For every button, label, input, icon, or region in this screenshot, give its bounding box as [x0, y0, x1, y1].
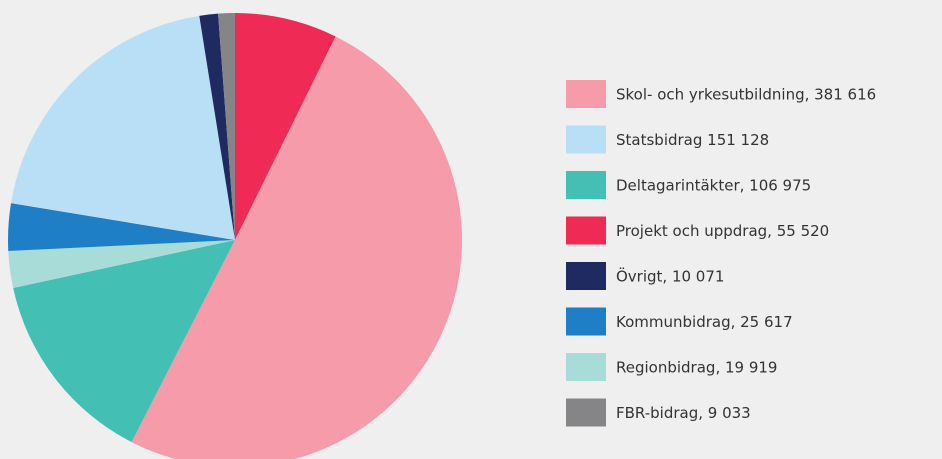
pie-slice: [7, 203, 235, 252]
legend-swatch: [566, 216, 606, 245]
pie-slice: [199, 13, 235, 241]
pie-slice: [13, 240, 235, 443]
pie-slice: [8, 240, 236, 289]
legend-swatch: [566, 353, 606, 381]
legend-label: FBR-bidrag, 9 033: [616, 404, 751, 422]
pie-slice: [218, 13, 235, 240]
legend-label: Övrigt, 10 071: [616, 267, 724, 286]
legend-label: Kommunbidrag, 25 617: [616, 313, 793, 331]
legend-label: Deltagarintäkter, 106 975: [616, 177, 811, 195]
legend-swatch: [566, 398, 606, 427]
pie-slice: [131, 36, 462, 459]
legend-label: Regionbidrag, 19 919: [616, 359, 777, 377]
pie-slice: [11, 15, 235, 240]
legend-swatch: [566, 171, 606, 199]
legend-swatch: [566, 80, 606, 108]
legend-swatch: [566, 125, 606, 154]
legend-swatch: [566, 307, 606, 336]
legend-swatch: [566, 262, 606, 290]
legend-label: Projekt och uppdrag, 55 520: [616, 222, 829, 240]
legend-label: Skol- och yrkesutbildning, 381 616: [616, 86, 876, 104]
pie-slice: [235, 13, 336, 240]
legend-label: Statsbidrag 151 128: [616, 131, 769, 149]
